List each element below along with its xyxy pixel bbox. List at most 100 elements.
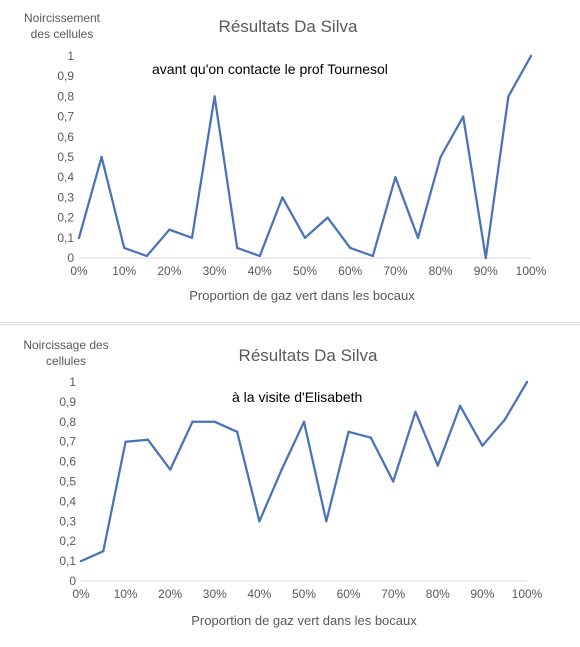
y-tick-label: 1 [67, 49, 74, 63]
x-tick-label: 0% [70, 264, 88, 278]
x-tick-label: 40% [247, 587, 271, 601]
y-axis-label-line-2: cellules [46, 354, 86, 368]
y-tick-label: 0,2 [59, 534, 76, 548]
x-axis-label: Proportion de gaz vert dans les bocaux [189, 288, 415, 303]
data-point [77, 236, 81, 239]
y-tick-label: 0 [69, 574, 76, 588]
data-point [392, 480, 395, 483]
chart-panel-top: Noircissement des cellules Résultats Da … [0, 0, 580, 323]
data-point [79, 559, 83, 563]
data-point [529, 54, 533, 58]
data-point [280, 468, 283, 471]
y-tick-label: 0,8 [59, 415, 76, 429]
data-point [369, 436, 373, 439]
data-point [394, 176, 397, 179]
y-tick-label: 0,6 [59, 455, 76, 469]
data-point [462, 115, 465, 118]
y-tick-label: 0,8 [57, 89, 74, 103]
y-tick-label: 0,5 [57, 150, 74, 164]
data-point [414, 410, 417, 414]
data-point [281, 196, 284, 199]
y-axis-label-line-2: des cellules [31, 27, 94, 41]
series-line [77, 55, 532, 260]
data-point [100, 155, 103, 159]
data-point [349, 246, 352, 250]
x-tick-label: 90% [470, 587, 494, 601]
data-point [191, 420, 194, 423]
data-point [145, 254, 148, 258]
x-tick-label: 100% [516, 264, 547, 278]
data-point [436, 464, 439, 467]
data-point [507, 95, 510, 98]
data-point [190, 236, 194, 239]
y-tick-label: 0 [67, 251, 74, 265]
chart-annotation: à la visite d'Elisabeth [232, 389, 362, 405]
x-tick-label: 40% [248, 264, 272, 278]
x-tick-label: 90% [474, 264, 498, 278]
x-tick-label: 30% [203, 587, 227, 601]
data-point [146, 438, 150, 441]
y-tick-label: 0,6 [57, 130, 74, 144]
data-point [325, 520, 328, 523]
data-point [258, 520, 261, 523]
y-tick-label: 0,4 [59, 494, 76, 508]
data-point [302, 420, 306, 423]
y-tick-label: 0,5 [59, 475, 76, 489]
data-point [503, 418, 506, 422]
data-point [123, 246, 126, 250]
data-point [484, 256, 487, 260]
data-point [347, 430, 350, 433]
data-point [258, 254, 261, 258]
y-tick-label: 0,3 [57, 190, 74, 204]
x-tick-label: 50% [292, 587, 316, 601]
data-point [235, 430, 239, 433]
data-point [303, 236, 307, 239]
data-point [525, 380, 529, 384]
x-axis-label: Proportion de gaz vert dans les bocaux [191, 613, 417, 628]
line-chart-top: Noircissement des cellules Résultats Da … [24, 11, 547, 303]
chart-title: Résultats Da Silva [239, 346, 378, 365]
data-point [102, 549, 105, 553]
line-chart-bottom: Noircissage des cellules Résultats Da Si… [23, 338, 543, 628]
data-point [124, 440, 127, 443]
data-point [416, 236, 420, 239]
y-tick-label: 0,2 [57, 211, 74, 225]
x-tick-label: 70% [381, 587, 405, 601]
x-tick-label: 70% [383, 264, 407, 278]
x-tick-label: 60% [338, 264, 362, 278]
data-point [371, 254, 374, 258]
data-point [169, 468, 172, 471]
x-tick-label: 30% [203, 264, 227, 278]
data-point [439, 155, 442, 159]
x-tick-label: 50% [293, 264, 317, 278]
data-point [236, 246, 239, 250]
x-tick-label: 10% [114, 587, 138, 601]
x-tick-label: 100% [512, 587, 543, 601]
y-tick-label: 0,9 [59, 395, 76, 409]
x-tick-label: 20% [157, 264, 181, 278]
y-tick-label: 0,3 [59, 514, 76, 528]
y-tick-label: 0,9 [57, 69, 74, 83]
data-point [168, 228, 171, 231]
data-point [326, 216, 329, 219]
y-axis-label-line-1: Noircissage des [23, 338, 108, 352]
x-tick-label: 10% [112, 264, 136, 278]
y-tick-label: 0,4 [57, 170, 74, 184]
chart-panel-bottom: Noircissage des cellules Résultats Da Si… [0, 324, 580, 647]
data-point [458, 404, 462, 408]
data-point [213, 95, 216, 98]
chart-annotation: avant qu'on contacte le prof Tournesol [152, 61, 388, 77]
x-tick-label: 0% [72, 587, 90, 601]
y-tick-label: 0,1 [59, 554, 76, 568]
y-tick-label: 0,1 [57, 231, 74, 245]
y-tick-label: 1 [69, 375, 76, 389]
y-tick-label: 0,7 [59, 435, 76, 449]
x-tick-label: 20% [158, 587, 182, 601]
x-tick-label: 60% [337, 587, 361, 601]
x-tick-label: 80% [429, 264, 453, 278]
y-axis-label-line-1: Noircissement [24, 11, 101, 25]
x-tick-label: 80% [426, 587, 450, 601]
series-line [80, 381, 528, 563]
data-point [481, 444, 484, 447]
chart-title: Résultats Da Silva [219, 17, 358, 36]
